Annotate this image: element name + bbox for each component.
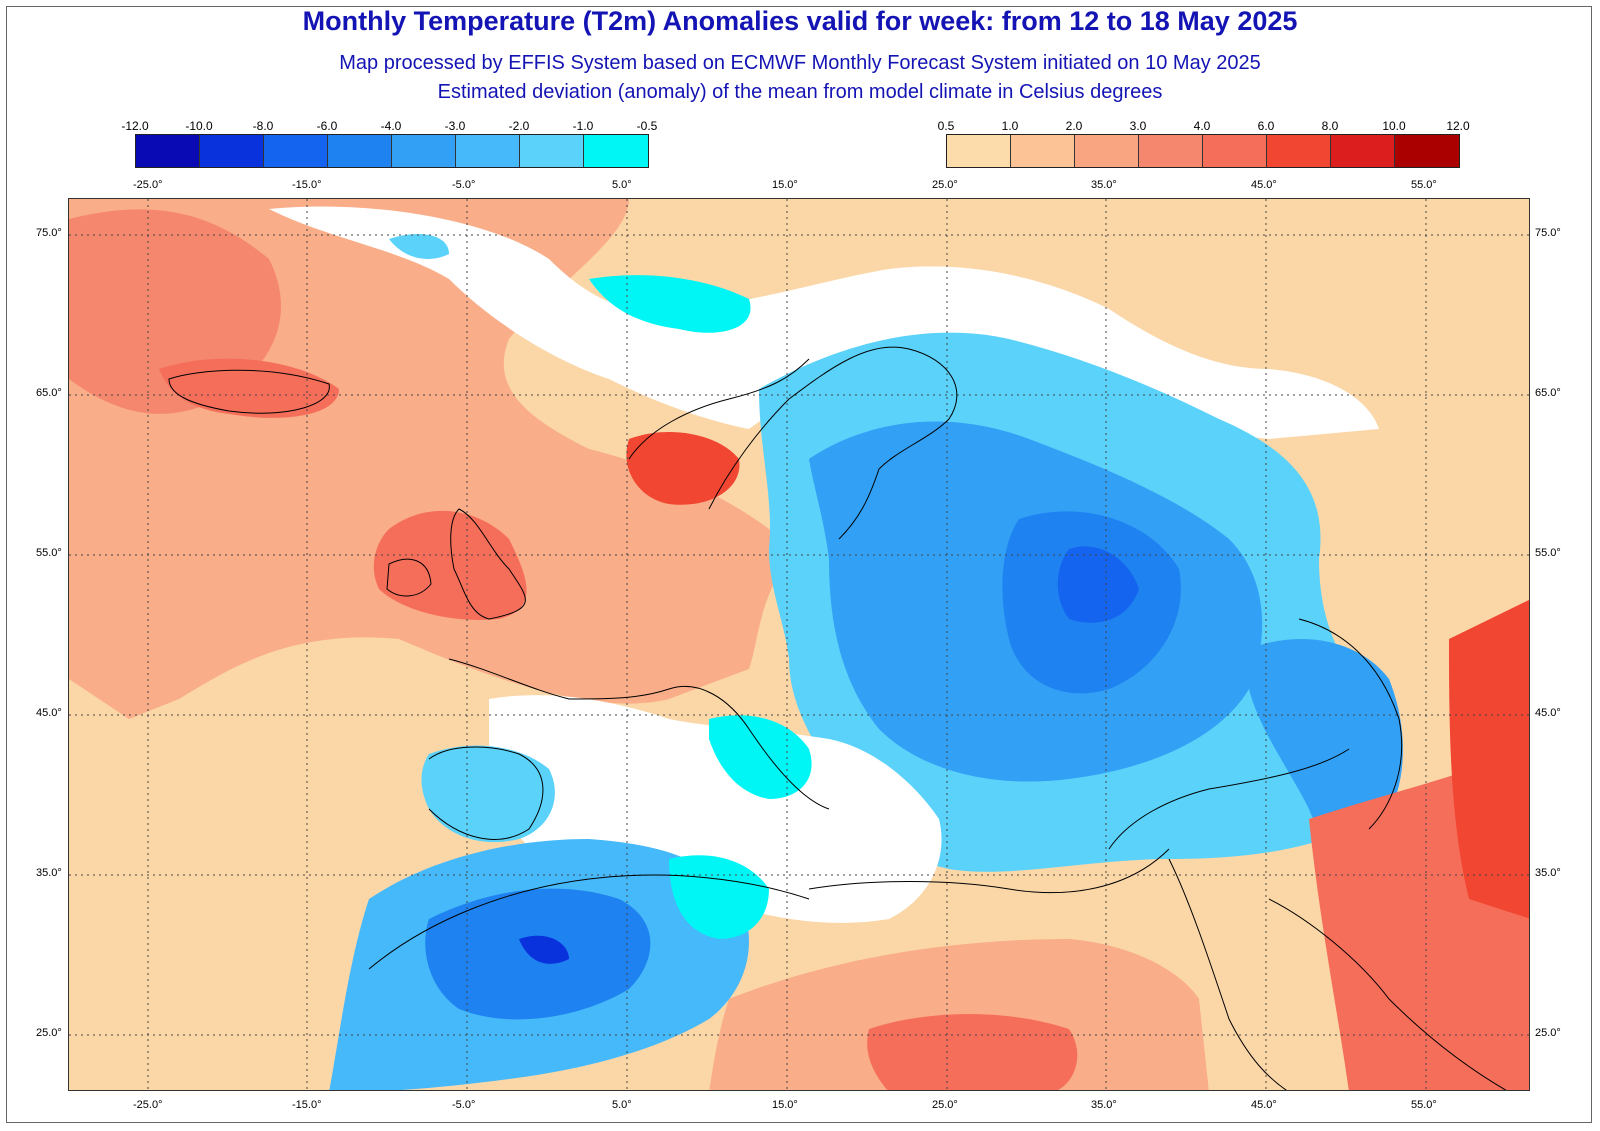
legend-warm-tick-1: 1.0 (1001, 119, 1019, 133)
lat-right-label-4: 35.0° (1535, 867, 1561, 879)
legend-cold-swatch-6 (520, 135, 584, 167)
subtitle-processing: Map processed by EFFIS System based on E… (339, 52, 1261, 74)
lat-right-label-2: 55.0° (1535, 547, 1561, 559)
iberia-cold (421, 745, 555, 843)
lon-top-label-1: -15.0° (292, 179, 322, 191)
lon-bottom-label-4: 15.0° (772, 1099, 798, 1111)
lat-left-label-2: 55.0° (36, 547, 62, 559)
legend-warm-tick-0: 0.5 (937, 119, 955, 133)
lon-top-label-7: 45.0° (1251, 179, 1277, 191)
legend-cold-swatch-3 (328, 135, 392, 167)
legend-warm-ticks: 0.5 1.0 2.0 3.0 4.0 6.0 8.0 10.0 12.0 (938, 119, 1470, 133)
lon-bottom-label-8: 55.0° (1411, 1099, 1437, 1111)
lon-top-label-5: 25.0° (932, 179, 958, 191)
lon-top-label-8: 55.0° (1411, 179, 1437, 191)
scandinavia-warm (626, 431, 740, 505)
legend-cold-tick-5: -3.0 (444, 119, 466, 133)
legend-warm-swatch-5 (1267, 135, 1331, 167)
lon-bottom-label-3: 5.0° (612, 1099, 632, 1111)
iceland-warm (159, 358, 339, 418)
graticule (69, 199, 1529, 1090)
lat-left-label-1: 65.0° (36, 387, 62, 399)
russia-cold-peak (1057, 546, 1139, 623)
lon-top-label-6: 35.0° (1091, 179, 1117, 191)
legend-warm-tick-5: 6.0 (1257, 119, 1275, 133)
anomaly-map (68, 198, 1530, 1091)
lat-right-label-3: 45.0° (1535, 707, 1561, 719)
legend-cold-tick-0: -12.0 (121, 119, 149, 133)
lat-right-label-5: 25.0° (1535, 1027, 1561, 1039)
iran-warm (1449, 599, 1529, 919)
lon-top-label-2: -5.0° (452, 179, 476, 191)
legend-cold-ticks: -12.0 -10.0 -8.0 -6.0 -4.0 -3.0 -2.0 -1.0 -0.5 (121, 119, 658, 133)
legend-warm-swatch-0 (947, 135, 1011, 167)
lon-top-label-3: 5.0° (612, 179, 632, 191)
legend-warm-tick-4: 4.0 (1193, 119, 1211, 133)
lon-bottom-label-0: -25.0° (133, 1099, 163, 1111)
legend-warm-swatch-4 (1203, 135, 1267, 167)
legend-cold-bar (135, 134, 649, 168)
legend-cold-swatch-7 (584, 135, 648, 167)
legend-cold-tick-7: -1.0 (572, 119, 594, 133)
page-title: Monthly Temperature (T2m) Anomalies vali… (302, 6, 1298, 36)
caspian-cold (1249, 639, 1403, 840)
legend-warm-tick-7: 10.0 (1382, 119, 1406, 133)
legend-warm-bar (946, 134, 1460, 168)
arctic-small-cold (389, 234, 449, 259)
lat-left-label-5: 25.0° (36, 1027, 62, 1039)
lat-left-label-0: 75.0° (36, 227, 62, 239)
legend-cold-tick-1: -10.0 (185, 119, 213, 133)
legend-warm-swatch-6 (1331, 135, 1395, 167)
lon-bottom-label-5: 25.0° (932, 1099, 958, 1111)
legend-cold-tick-2: -8.0 (252, 119, 274, 133)
legend-warm-swatch-7 (1395, 135, 1459, 167)
norwegian-sea-cold (589, 275, 751, 333)
legend-cold-tick-8: -0.5 (636, 119, 658, 133)
lon-bottom-label-1: -15.0° (292, 1099, 322, 1111)
legend-warm-tick-2: 2.0 (1065, 119, 1083, 133)
lon-bottom-label-6: 35.0° (1091, 1099, 1117, 1111)
legend-warm-tick-3: 3.0 (1129, 119, 1147, 133)
legend-warm-swatch-1 (1011, 135, 1075, 167)
lat-left-label-4: 35.0° (36, 867, 62, 879)
lon-top-label-0: -25.0° (133, 179, 163, 191)
lat-right-label-1: 65.0° (1535, 387, 1561, 399)
italy-cold (709, 715, 812, 799)
british-isles-warm (373, 510, 527, 620)
libya-warm (867, 1014, 1078, 1090)
legend-warm-tick-6: 8.0 (1321, 119, 1339, 133)
legend-warm-swatch-2 (1075, 135, 1139, 167)
lat-right-label-0: 75.0° (1535, 227, 1561, 239)
legend-warm-tick-8: 12.0 (1446, 119, 1470, 133)
anomaly-map-svg (69, 199, 1529, 1090)
legend-cold-tick-3: -6.0 (316, 119, 338, 133)
legend-warm-swatch-3 (1139, 135, 1203, 167)
legend-cold-swatch-4 (392, 135, 456, 167)
legend-cold-swatch-0 (136, 135, 200, 167)
lat-left-label-3: 45.0° (36, 707, 62, 719)
legend-cold-tick-4: -4.0 (380, 119, 402, 133)
outer-frame (6, 6, 1592, 1123)
legend-cold-swatch-5 (456, 135, 520, 167)
legend-cold-tick-6: -2.0 (508, 119, 530, 133)
subtitle-description: Estimated deviation (anomaly) of the mea… (437, 81, 1163, 103)
lon-bottom-label-7: 45.0° (1251, 1099, 1277, 1111)
lon-top-label-4: 15.0° (772, 179, 798, 191)
legend-cold-swatch-1 (200, 135, 264, 167)
coastlines (168, 346, 1507, 1090)
legend-cold-swatch-2 (264, 135, 328, 167)
north-africa-cold-peak (519, 935, 569, 964)
lon-bottom-label-2: -5.0° (452, 1099, 476, 1111)
